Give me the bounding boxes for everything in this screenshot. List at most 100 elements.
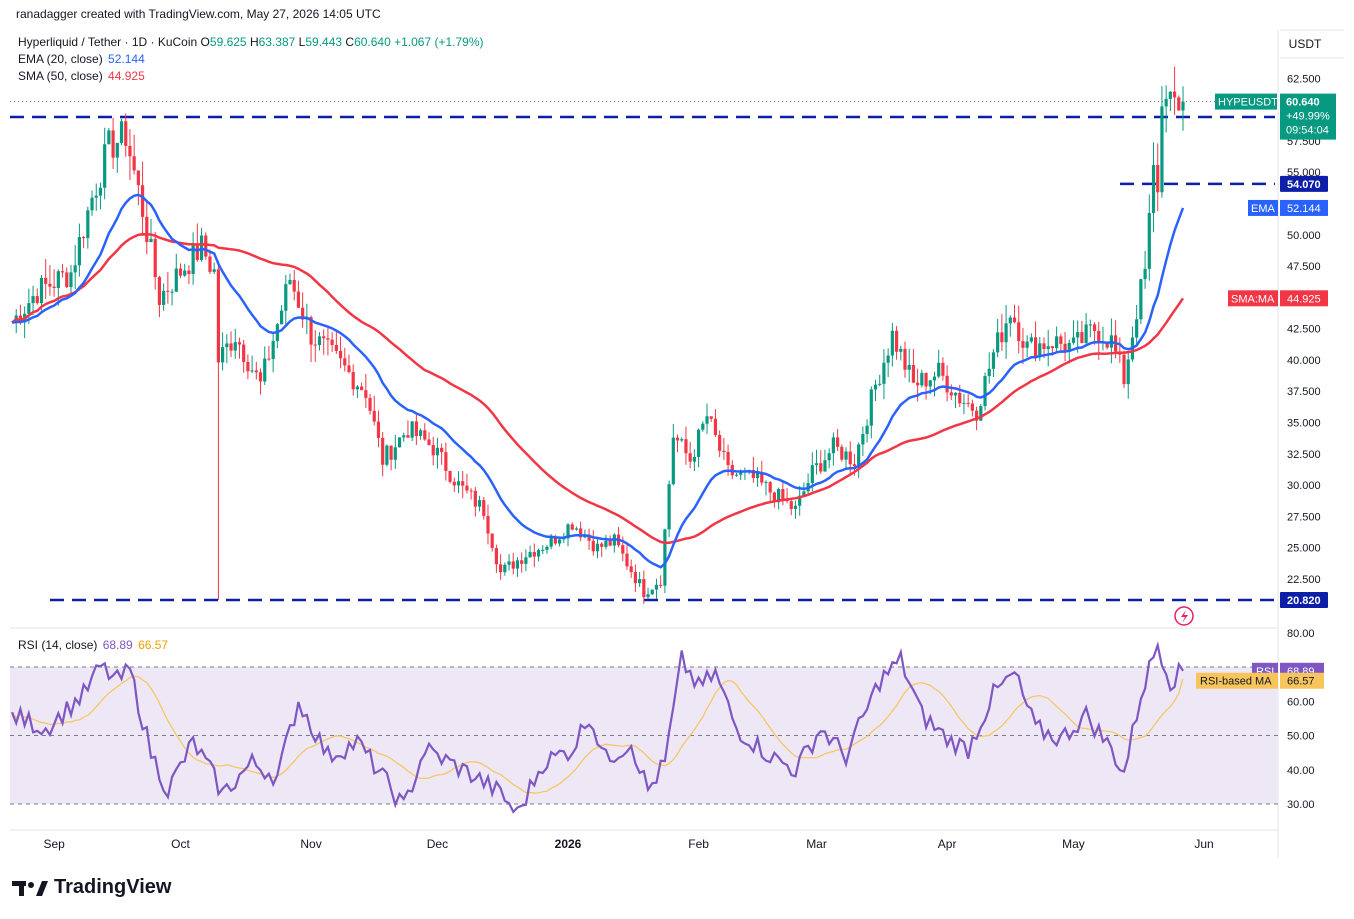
candle-body (204, 235, 208, 257)
candle-body (360, 386, 364, 391)
lightning-icon (1174, 606, 1194, 626)
candle-body (541, 549, 545, 551)
candle-body (1042, 343, 1046, 349)
candle-body (48, 283, 52, 287)
candle-body (621, 545, 625, 554)
candle-body (212, 269, 216, 272)
candle-body (157, 277, 162, 305)
candle-body (802, 491, 806, 496)
candle-body (633, 572, 638, 584)
candle-body (145, 216, 149, 243)
candle-body (94, 195, 98, 198)
candle-body (1172, 91, 1177, 98)
candle-body (608, 540, 612, 546)
price-axis-tick: 40.000 (1287, 355, 1321, 367)
candle-body (726, 451, 730, 466)
candle-body (810, 465, 814, 484)
candle-body (465, 485, 469, 491)
candle-body (1105, 342, 1109, 348)
candle-body (27, 303, 31, 314)
tradingview-logo-icon (12, 880, 48, 896)
rsi-axis-tick: 30.00 (1287, 799, 1315, 811)
candle-body (343, 358, 347, 366)
tradingview-logo[interactable]: TradingView (12, 876, 171, 899)
candle-body (153, 238, 157, 278)
candle-body (254, 370, 258, 373)
candle-body (734, 474, 739, 476)
candle-body (1088, 324, 1092, 326)
price-axis-tick: 22.500 (1287, 574, 1321, 586)
candle-body (524, 557, 528, 564)
candle-body (279, 310, 284, 325)
candle-body (831, 437, 835, 454)
candle-body (364, 390, 368, 398)
candle-body (996, 332, 1000, 353)
candle-body (482, 500, 486, 516)
sma-name-tag (1228, 290, 1278, 307)
price-axis-tick: 35.000 (1287, 418, 1321, 430)
lightning-icon-bolt (1181, 610, 1188, 623)
candle-body (1033, 337, 1038, 358)
candle-body (595, 543, 600, 552)
time-axis-tick: 2026 (555, 837, 582, 851)
candle-body (77, 236, 81, 266)
candle-body (814, 463, 819, 466)
candle-body (536, 549, 541, 557)
candle-body (490, 533, 494, 549)
price-axis-tick: 62.500 (1287, 73, 1321, 85)
candle-body (431, 445, 435, 456)
candle-body (221, 347, 225, 363)
candle-body (886, 355, 890, 363)
candle-body (899, 348, 903, 352)
candle-body (1025, 341, 1029, 348)
candle-body (1097, 330, 1101, 343)
candle-body (292, 280, 296, 292)
candle-body (823, 460, 827, 472)
candle-body (317, 336, 322, 346)
rsi-axis-tick: 40.00 (1287, 765, 1315, 777)
candle-body (1012, 317, 1017, 323)
candle-body (1151, 165, 1156, 213)
candle-body (528, 552, 532, 558)
low-value: 59.443 (305, 35, 343, 49)
candle-body (288, 280, 292, 285)
candle-body (722, 450, 726, 452)
candle-body (452, 481, 456, 486)
candle-body (1156, 165, 1160, 193)
high-value: 63.387 (258, 35, 296, 49)
candle-body (629, 566, 633, 573)
candle-body (448, 470, 452, 482)
candle-body (1084, 324, 1088, 343)
price-axis-tick: 30.000 (1287, 480, 1321, 492)
candle-body (768, 482, 772, 493)
candle-body (869, 389, 873, 426)
ema-value-tag-text: 52.144 (1287, 203, 1321, 215)
candle-body (1046, 346, 1050, 349)
candle-body (263, 358, 267, 382)
rsi-axis-tick: 80.00 (1287, 628, 1315, 640)
candle-body (149, 238, 153, 243)
candle-body (1177, 97, 1181, 111)
candle-body (225, 343, 229, 348)
price-axis-tick: 47.500 (1287, 261, 1321, 273)
close-value: 60.640 (354, 35, 391, 49)
candle-body (579, 528, 583, 538)
candle-body (840, 446, 844, 460)
candle-body (857, 444, 861, 467)
attribution-text: ranadagger created with TradingView.com,… (16, 7, 381, 21)
candle-body (781, 489, 785, 500)
candle-body (284, 284, 288, 311)
candle-body (44, 277, 48, 284)
candle-body (844, 451, 848, 460)
candle-body (650, 589, 654, 595)
rsi-legend-value: 68.89 (102, 638, 133, 652)
candle-body (688, 453, 692, 462)
candle-body (338, 350, 343, 359)
candle-body (296, 291, 301, 308)
candle-body (852, 464, 857, 467)
candle-body (835, 437, 840, 447)
candle-body (381, 437, 385, 465)
candle-body (402, 435, 406, 438)
candle-body (111, 130, 115, 158)
